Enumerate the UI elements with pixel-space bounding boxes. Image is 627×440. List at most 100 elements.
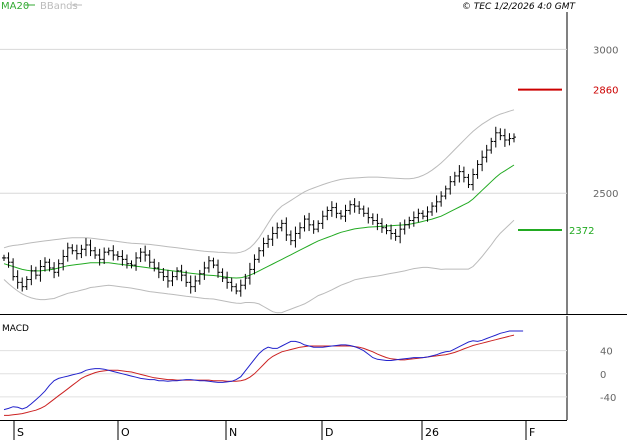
price-bar — [206, 256, 211, 273]
price-bar — [102, 247, 107, 265]
price-bar — [120, 250, 125, 266]
price-bar — [439, 191, 444, 207]
price-bars — [2, 126, 516, 297]
price-bar — [348, 200, 353, 215]
macd-line — [3, 330, 524, 411]
price-bar — [407, 216, 412, 229]
price-bar — [416, 208, 421, 223]
price-bar — [56, 259, 61, 277]
price-bar — [293, 226, 298, 248]
price-bar — [193, 275, 198, 293]
price-bar — [188, 275, 193, 294]
price-bar — [484, 144, 489, 163]
macd-signal-line — [4, 334, 515, 416]
price-bar — [493, 126, 498, 148]
price-bar — [47, 258, 52, 272]
price-bar — [366, 207, 371, 224]
price-bar — [361, 205, 366, 217]
price-bar — [20, 277, 25, 292]
price-bar — [252, 254, 257, 275]
price-bar — [502, 128, 507, 147]
support-label: 2372 — [569, 226, 594, 237]
price-bar — [220, 268, 225, 283]
price-bar — [420, 210, 425, 220]
price-bar — [257, 247, 261, 263]
price-bar — [343, 204, 348, 222]
price-bar — [134, 252, 139, 271]
price-bar — [165, 269, 170, 288]
price-bar — [357, 201, 362, 215]
price-bar — [489, 137, 494, 154]
price-bar — [443, 185, 448, 200]
price-bar — [498, 128, 503, 141]
price-bar — [93, 246, 98, 259]
time-label: F — [529, 426, 535, 439]
price-bar — [161, 267, 166, 281]
ma20-line — [3, 164, 515, 279]
price-bar — [33, 266, 38, 280]
macd-label-minus40: -40 — [600, 393, 616, 404]
price-bar — [375, 213, 380, 231]
price-bar — [448, 176, 453, 195]
price-bar — [152, 258, 157, 272]
price-bar — [138, 248, 143, 263]
macd-grid — [0, 350, 567, 398]
bb-lower-line — [3, 219, 515, 314]
price-bar — [184, 270, 189, 287]
price-bar — [370, 213, 375, 225]
price-bar — [175, 267, 180, 281]
price-label-3000: 3000 — [593, 45, 618, 56]
price-bar — [352, 198, 357, 213]
price-bar — [79, 244, 84, 259]
price-bar — [52, 262, 57, 279]
price-bar — [302, 215, 307, 232]
price-grid — [0, 48, 567, 194]
price-bar — [384, 224, 389, 235]
price-bar — [338, 210, 343, 220]
price-bar — [6, 252, 11, 268]
price-bar — [106, 247, 111, 256]
price-bar — [70, 244, 75, 255]
price-bar — [143, 245, 148, 262]
price-bar — [480, 150, 485, 172]
price-bar — [325, 206, 330, 221]
price-bar — [452, 171, 457, 186]
price-bar — [261, 237, 266, 257]
bollinger-bands — [3, 109, 515, 314]
price-bar — [266, 234, 271, 248]
price-bar — [74, 244, 79, 260]
price-bar — [179, 264, 184, 282]
price-bar — [202, 261, 207, 280]
price-bar — [15, 270, 20, 289]
price-bar — [2, 254, 6, 262]
price-bar — [129, 260, 134, 269]
macd-label-0: 0 — [600, 370, 606, 381]
price-bar — [147, 250, 152, 268]
price-bar — [402, 219, 407, 235]
price-bar — [311, 220, 316, 234]
price-bar — [329, 201, 334, 217]
price-bar — [88, 239, 93, 257]
price-bar — [270, 226, 275, 246]
time-axis: S O N D 26 F — [13, 420, 535, 440]
price-bar — [61, 249, 66, 271]
price-bar — [83, 238, 88, 257]
price-bar — [512, 133, 516, 143]
price-bar — [284, 217, 289, 241]
price-bar — [457, 165, 462, 183]
price-bar — [115, 251, 120, 261]
price-bar — [466, 173, 471, 189]
price-bar — [156, 262, 161, 279]
price-bar — [307, 212, 312, 232]
time-label: 26 — [425, 426, 439, 439]
macd-label-40: 40 — [600, 347, 613, 358]
price-bar — [247, 262, 252, 285]
macd-title: MACD — [2, 324, 29, 334]
price-bar — [475, 160, 480, 179]
price-bar — [38, 259, 43, 282]
price-bar — [234, 283, 239, 295]
price-bar — [320, 210, 325, 229]
price-bar — [65, 242, 70, 262]
legend-ma20-label: MA20 — [1, 1, 29, 12]
